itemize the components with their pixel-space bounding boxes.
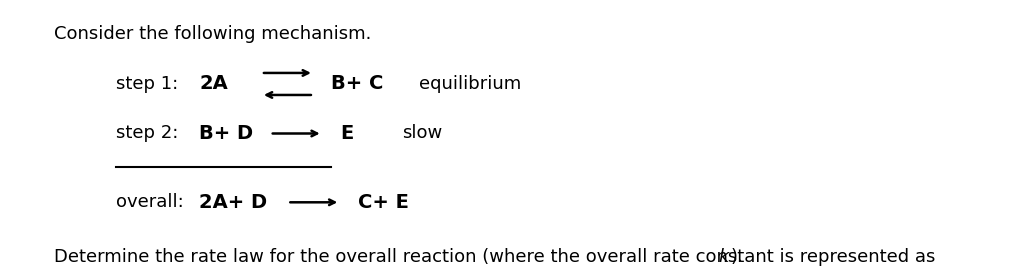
Text: step 1:: step 1:	[116, 75, 178, 93]
Text: E: E	[340, 124, 353, 143]
Text: B+ D: B+ D	[200, 124, 254, 143]
Text: equilibrium: equilibrium	[420, 75, 521, 93]
Text: Determine the rate law for the overall reaction (where the overall rate constant: Determine the rate law for the overall r…	[54, 248, 941, 266]
Text: k: k	[719, 248, 729, 266]
Text: slow: slow	[401, 125, 442, 143]
Text: step 2:: step 2:	[116, 125, 178, 143]
Text: ).: ).	[730, 248, 742, 266]
Text: B+ C: B+ C	[332, 75, 384, 93]
Text: 2A+ D: 2A+ D	[200, 193, 267, 212]
Text: overall:: overall:	[116, 193, 183, 211]
Text: Consider the following mechanism.: Consider the following mechanism.	[54, 25, 372, 43]
Text: 2A: 2A	[200, 75, 228, 93]
Text: C+ E: C+ E	[357, 193, 409, 212]
